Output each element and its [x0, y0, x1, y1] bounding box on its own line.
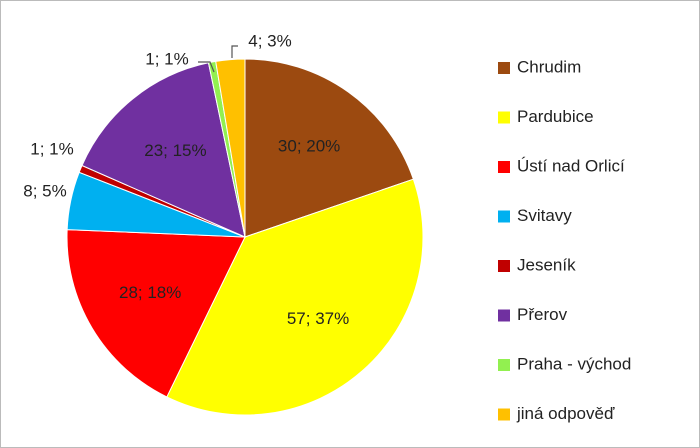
legend-swatch [498, 260, 510, 272]
leader-line [198, 61, 215, 73]
legend-label: jiná odpověď [516, 404, 615, 423]
legend-label: Pardubice [517, 107, 594, 126]
legend-label: Chrudim [517, 57, 581, 76]
data-label: 30; 20% [278, 137, 340, 156]
legend-label: Ústí nad Orlicí [517, 156, 625, 175]
data-label: 57; 37% [287, 309, 349, 328]
legend-swatch [498, 309, 510, 322]
legend-label: Praha - východ [517, 354, 631, 373]
data-label: 1; 1% [145, 49, 188, 68]
legend-label: Jeseník [517, 255, 576, 274]
legend-swatch [498, 111, 510, 124]
leader-line [231, 45, 238, 58]
pie-slice [81, 62, 246, 238]
data-label: 28; 18% [119, 283, 181, 302]
data-label: 23; 15% [144, 141, 206, 160]
legend-swatch [498, 210, 510, 223]
data-label: 1; 1% [30, 139, 73, 158]
legend-label: Přerov [517, 305, 568, 324]
pie-slice [166, 178, 424, 416]
legend-label: Svitavy [517, 206, 572, 225]
legend-swatch [498, 62, 510, 74]
data-label: 4; 3% [248, 31, 291, 50]
pie-slice [215, 58, 246, 238]
pie-slice [244, 58, 414, 238]
pie-slice [66, 229, 246, 398]
legend-swatch [498, 359, 510, 371]
legend-swatch [498, 161, 510, 173]
data-label: 8; 5% [23, 181, 66, 200]
legend-swatch [498, 408, 510, 421]
